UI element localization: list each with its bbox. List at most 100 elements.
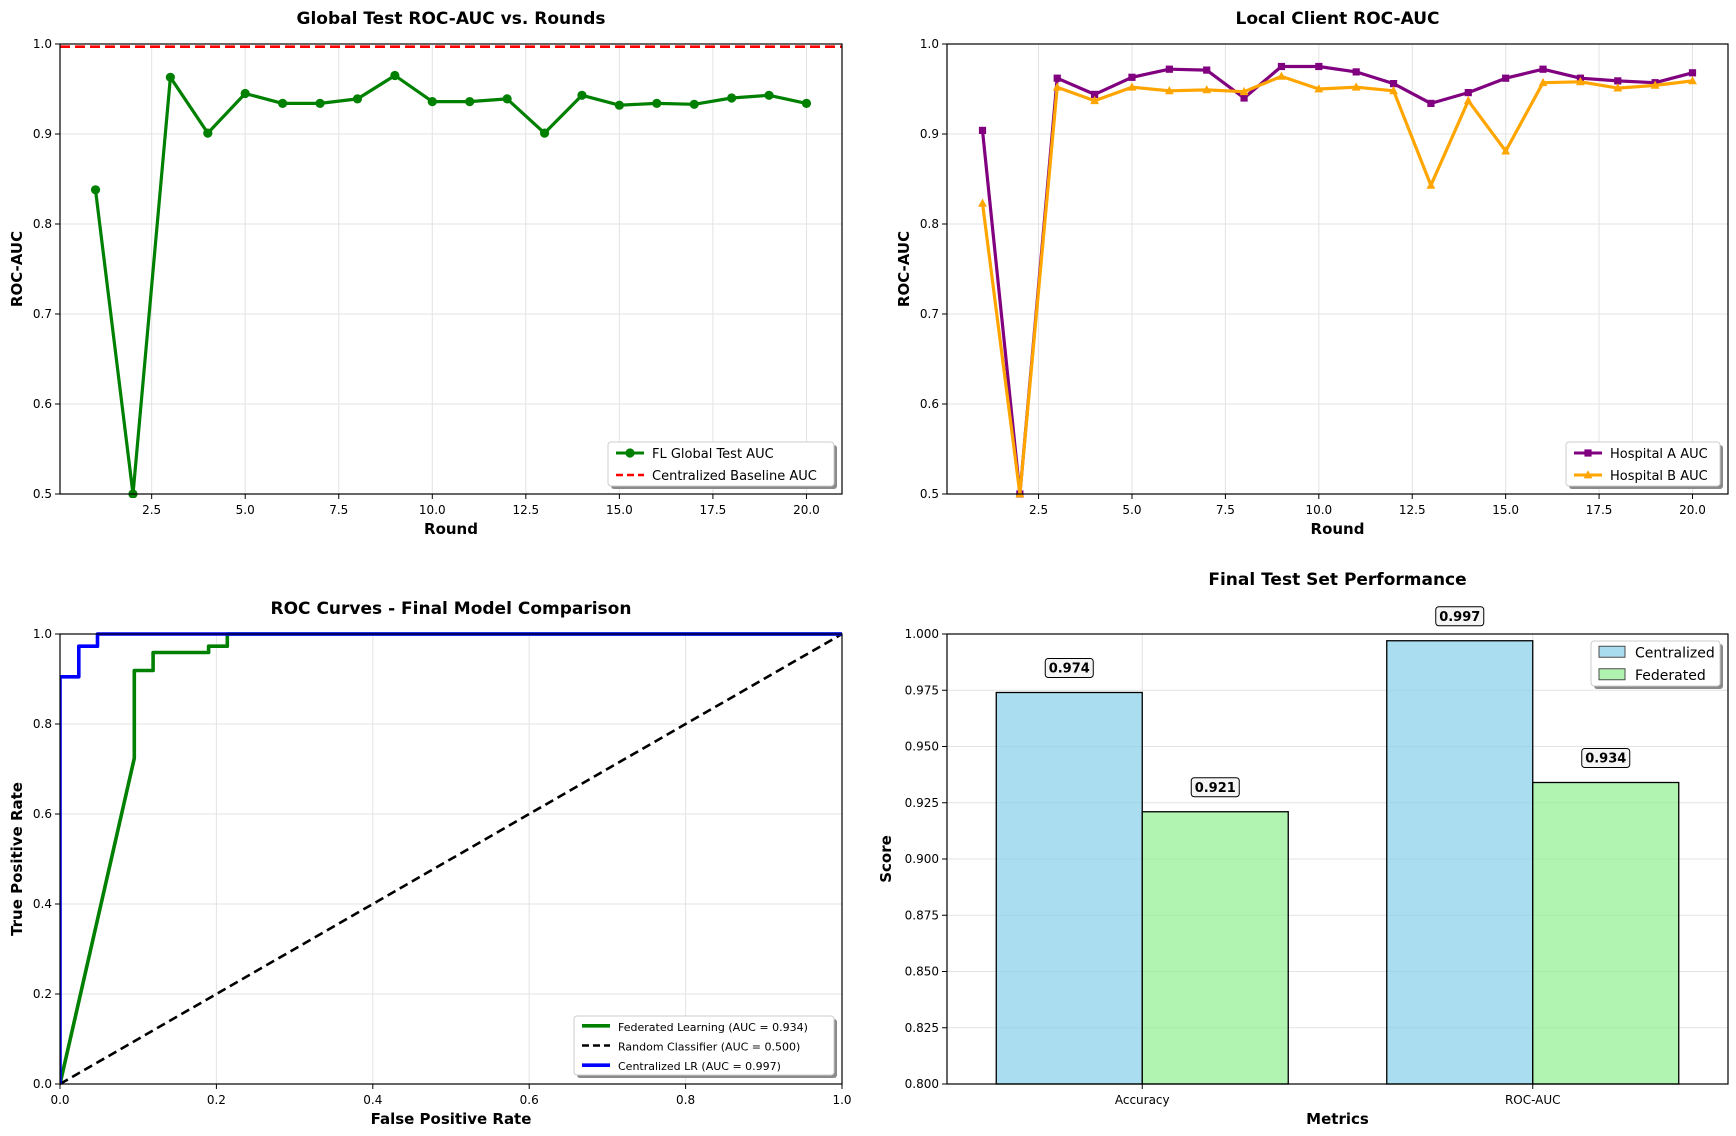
plot-frame <box>946 633 1729 1085</box>
chart-title: Final Test Set Performance <box>1208 570 1466 590</box>
x-tick-label: 2.5 <box>142 503 161 517</box>
data-point <box>1426 180 1436 189</box>
data-point <box>203 128 213 138</box>
legend-box <box>1565 441 1721 487</box>
data-point <box>315 98 325 108</box>
y-tick-label: 0.800 <box>905 1077 939 1091</box>
chart-title: Global Test ROC-AUC vs. Rounds <box>296 9 605 29</box>
data-point <box>1502 74 1510 82</box>
data-point <box>1015 489 1025 498</box>
x-tick-label: 1.0 <box>832 1093 851 1107</box>
series-line <box>60 632 842 1085</box>
data-point <box>1315 62 1323 71</box>
x-tick-label: 5.0 <box>1122 503 1141 517</box>
y-tick-label: 0.7 <box>920 307 939 321</box>
legend: FL Global Test AUC Centralized Baseline A… <box>607 441 837 489</box>
x-tick-label: 0.8 <box>676 1093 695 1107</box>
x-tick-label: 2.5 <box>1029 503 1048 517</box>
x-tick-label: 5.0 <box>236 503 255 517</box>
x-axis-label: False Positive Rate <box>371 1110 532 1128</box>
y-tick-label: 0.2 <box>33 987 52 1001</box>
x-tick-label: 17.5 <box>1586 503 1613 517</box>
data-point <box>278 98 288 108</box>
data-point <box>1583 470 1593 479</box>
x-tick-label: 12.5 <box>1399 503 1426 517</box>
y-tick-label: 0.5 <box>920 487 939 501</box>
data-point <box>978 126 987 134</box>
data-point <box>625 448 635 458</box>
data-point <box>1351 82 1361 91</box>
data-point <box>1240 94 1248 102</box>
chart-title: ROC Curves - Final Model Comparison <box>271 599 632 619</box>
x-tick-label: ROC-AUC <box>1505 1093 1561 1107</box>
data-point <box>1614 77 1622 85</box>
legend-box <box>573 1015 835 1076</box>
x-tick-label: 0.6 <box>520 1093 539 1107</box>
data-point <box>1202 85 1212 94</box>
data-point <box>465 97 475 107</box>
data-point <box>1463 95 1473 105</box>
y-tick-label: 0.975 <box>905 683 939 697</box>
legend-label: Random Classifier (AUC = 0.500) <box>618 1041 800 1054</box>
data-point <box>727 93 737 103</box>
legend-swatch <box>1598 645 1626 658</box>
data-point <box>1128 73 1136 81</box>
legend-label: Hospital A AUC <box>1610 447 1708 462</box>
y-tick-label: 1.0 <box>33 627 52 641</box>
data-point <box>1052 82 1062 91</box>
data-point <box>689 99 699 109</box>
y-tick-label: 0.825 <box>905 1021 939 1035</box>
y-tick-label: 0.6 <box>920 397 939 411</box>
y-tick-label: 1.000 <box>905 627 939 641</box>
data-point <box>1239 86 1249 96</box>
y-tick-label: 0.0 <box>33 1077 52 1091</box>
data-point <box>1464 89 1472 97</box>
data-point <box>1165 65 1173 73</box>
legend-label: Centralized <box>1635 645 1715 661</box>
x-axis-label: Metrics <box>1306 1110 1369 1128</box>
legend: Centralized Federated <box>1590 640 1723 689</box>
chart-title: Local Client ROC-AUC <box>1236 9 1440 29</box>
subplot-final: Final Test Set Performance Metrics Score 0.… <box>877 570 1729 1128</box>
x-tick-label: 7.5 <box>329 503 348 517</box>
data-point <box>1389 86 1398 95</box>
y-tick-label: 0.4 <box>33 897 52 911</box>
x-tick-label: 10.0 <box>419 503 446 517</box>
data-label-box <box>1190 777 1240 798</box>
legend-swatch <box>1598 668 1626 681</box>
x-axis-label: Round <box>1311 520 1365 538</box>
data-label-box <box>1044 658 1094 678</box>
bar <box>995 691 1143 1085</box>
y-tick-label: 0.8 <box>33 217 52 231</box>
x-tick-label: 12.5 <box>512 503 539 517</box>
x-tick-label: 15.0 <box>1492 503 1519 517</box>
legend-label: Federated Learning (AUC = 0.934) <box>618 1021 808 1034</box>
bar <box>1532 781 1680 1085</box>
data-point <box>165 72 175 82</box>
legend-label: Hospital B AUC <box>1610 469 1708 484</box>
plot-frame <box>59 43 843 495</box>
subplot-global: Global Test ROC-AUC vs. Rounds Round ROC-A… <box>8 9 843 538</box>
y-tick-label: 0.925 <box>905 796 939 810</box>
y-tick-label: 1.0 <box>33 37 52 51</box>
bar <box>1386 640 1534 1085</box>
y-tick-label: 0.900 <box>905 852 939 866</box>
series-line <box>93 73 807 496</box>
y-tick-label: 0.9 <box>920 127 939 141</box>
data-point <box>1688 76 1697 85</box>
data-label: 0.921 <box>1195 781 1236 796</box>
legend-label: Federated <box>1635 668 1706 684</box>
plot-frame <box>946 43 1729 495</box>
data-point <box>427 97 437 107</box>
data-point <box>352 94 363 104</box>
series-line <box>980 74 1693 496</box>
y-tick-label: 0.6 <box>33 807 52 821</box>
data-point <box>1501 146 1511 155</box>
data-point <box>1688 69 1697 77</box>
data-point <box>614 100 624 110</box>
y-tick-label: 0.8 <box>33 717 52 731</box>
data-label-box <box>1435 606 1485 627</box>
data-label: 0.974 <box>1049 662 1090 677</box>
data-point <box>1427 99 1435 107</box>
